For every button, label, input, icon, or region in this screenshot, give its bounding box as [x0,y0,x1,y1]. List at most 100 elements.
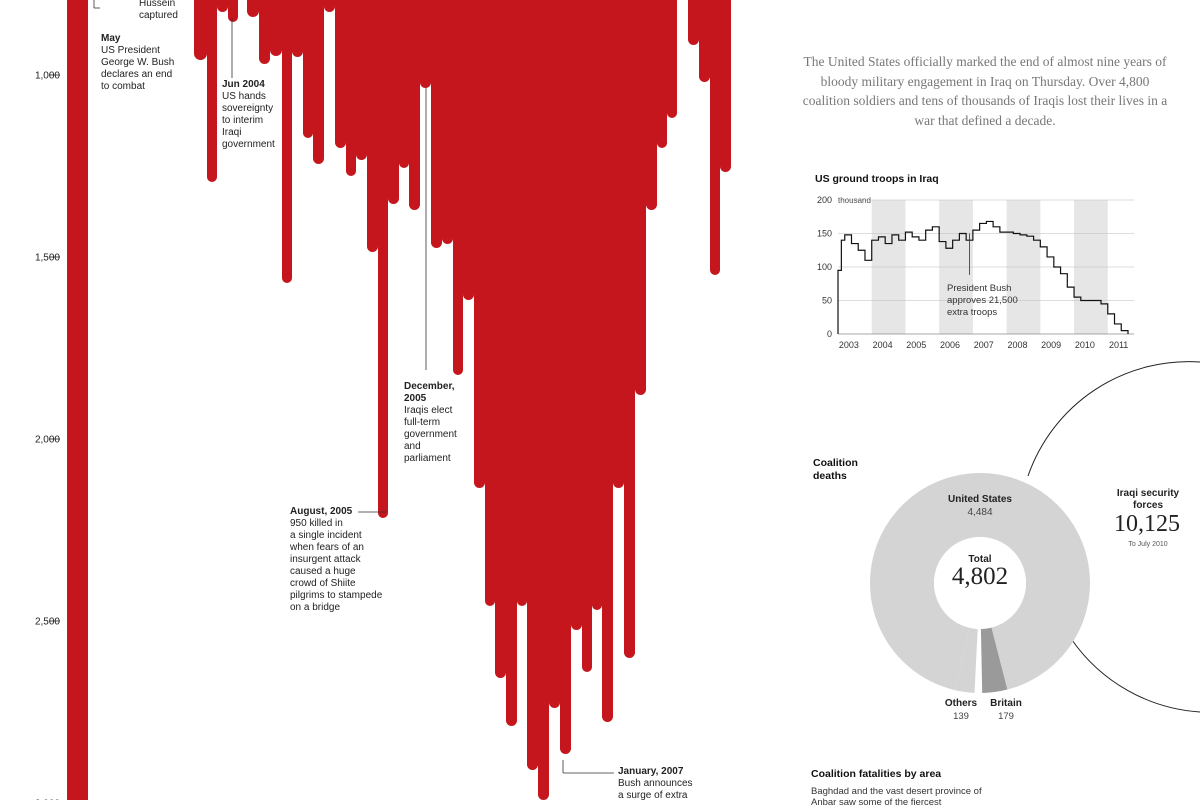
y-tick-label: 100 [817,262,832,272]
annotation-line: to interim [222,115,264,126]
annotation-leaders [93,0,614,774]
donut-slice-britain [980,627,1008,693]
y-tick-label: 1,000 [35,71,60,82]
annotation-title: August, 2005 [290,506,353,517]
x-tick-label: 2007 [974,340,994,350]
drip-bar [613,0,624,488]
donut-hole [934,537,1026,629]
drip-bar [517,0,527,606]
drip-bar [453,0,463,375]
annotation-line: Hussein [139,0,176,9]
drip-bar [442,0,454,244]
drip-bar [346,0,356,176]
troops-annotation: President Bush approves 21,500 extra tro… [947,283,1018,318]
drip-bar [474,0,485,488]
annotation-title: January, 2007 [618,766,684,777]
x-tick-label: 2009 [1041,340,1061,350]
annotation-line: sovereignty [222,103,274,114]
drip-bar [324,0,335,12]
annotation-line: Iraqi [222,127,242,138]
troops-series-line [837,220,1129,334]
drip-bar [335,0,346,148]
drip-bar [282,0,292,283]
drip-bar [549,0,560,709]
donut-slice-others [954,627,978,693]
annotation-december-2005: December, 2005 Iraqis elect full-term go… [404,381,466,465]
drip-bar [538,0,549,800]
drip-bar [635,0,646,395]
drip-bar [624,0,635,658]
annotation-line: full-term [404,417,441,428]
x-tick-label: 2008 [1007,340,1027,350]
drip-bar [506,0,517,726]
annotation-line: Bush announces [618,778,693,789]
y-tick-label: 0 [827,329,832,339]
y-tick-labels: 0 50 100 150 200 [817,195,832,339]
drip-bar [667,0,677,118]
drip-bar [527,0,538,770]
y-tick-label: 2,500 [35,617,60,628]
annotation-line: 950 killed in [290,518,343,529]
annotation-line: declares an end [101,69,173,80]
others-value: 139 [953,711,969,722]
drip-bar [720,0,731,172]
annotation-line: captured [139,10,178,21]
y-tick-label: 2,000 [35,435,60,446]
x-tick-label: 2011 [1109,340,1128,350]
drip-bar [431,0,443,249]
us-value: 4,484 [967,507,993,518]
annotation-line: a single incident [290,530,362,541]
drip-bar [602,0,613,723]
area-text: Baghdad and the vast desert province of … [811,786,982,808]
y-tick-label: 3,000 [35,799,60,801]
total-label: Total [968,554,992,565]
annotation-line: government [222,139,275,150]
annotation-line: when fears of an [290,542,364,553]
annotation-line: to combat [101,81,145,92]
drip-bar [217,0,228,12]
annotation-line: US President [101,45,160,56]
coalition-deaths-donut [870,361,1200,713]
drip-bar [207,0,217,182]
drip-bar [657,0,667,148]
drip-y-axis: 1,000 1,500 2,000 2,500 3,000 [35,71,60,801]
y-tick-label: 50 [822,296,832,306]
us-label: United States [948,494,1012,505]
britain-label: Britain [990,698,1022,709]
annotation-title: May [101,33,121,44]
others-label: Others [944,698,978,709]
annotation-title: December, 2005 [404,381,455,404]
annotation-january-2007: January, 2007 Bush announces a surge of … [618,766,693,802]
drip-bar [292,0,303,58]
drip-bar [194,0,207,60]
y-unit-label: thousand [838,196,871,205]
drip-bar [228,0,238,22]
x-tick-label: 2006 [940,340,960,350]
iraqi-label: Iraqi security forces [1116,488,1180,511]
donut-slice-united-states [870,472,1090,691]
drip-bar [356,0,367,160]
drip-bar [560,0,571,754]
annotation-line: parliament [404,453,451,464]
annotation-line: Iraqis elect [404,405,453,416]
intro-paragraph: The United States officially marked the … [802,54,1168,128]
x-tick-label: 2005 [906,340,926,350]
annotation-line: government [404,429,457,440]
y-tick-label: 1,500 [35,253,60,264]
annotation-title: Jun 2004 [222,79,265,90]
annotation-line: US hands [222,91,266,102]
drip-bar [571,0,582,630]
drip-bar [303,0,313,138]
drip-bar [495,0,506,678]
iraqi-note: To July 2010 [1128,541,1168,548]
troops-chart-title: US ground troops in Iraq [815,173,939,185]
annotation-line: pilgrims to stampede [290,590,383,601]
annotation-line: insurgent attack [290,554,361,565]
drip-bar [463,0,474,300]
iraqi-value: 10,125 [1114,511,1180,537]
drip-bar [582,0,592,672]
annotation-may: May US President George W. Bush declares… [101,33,174,93]
annotation-line: a surge of extra [618,790,688,801]
drip-bar [247,0,259,17]
drip-bar [688,0,699,45]
